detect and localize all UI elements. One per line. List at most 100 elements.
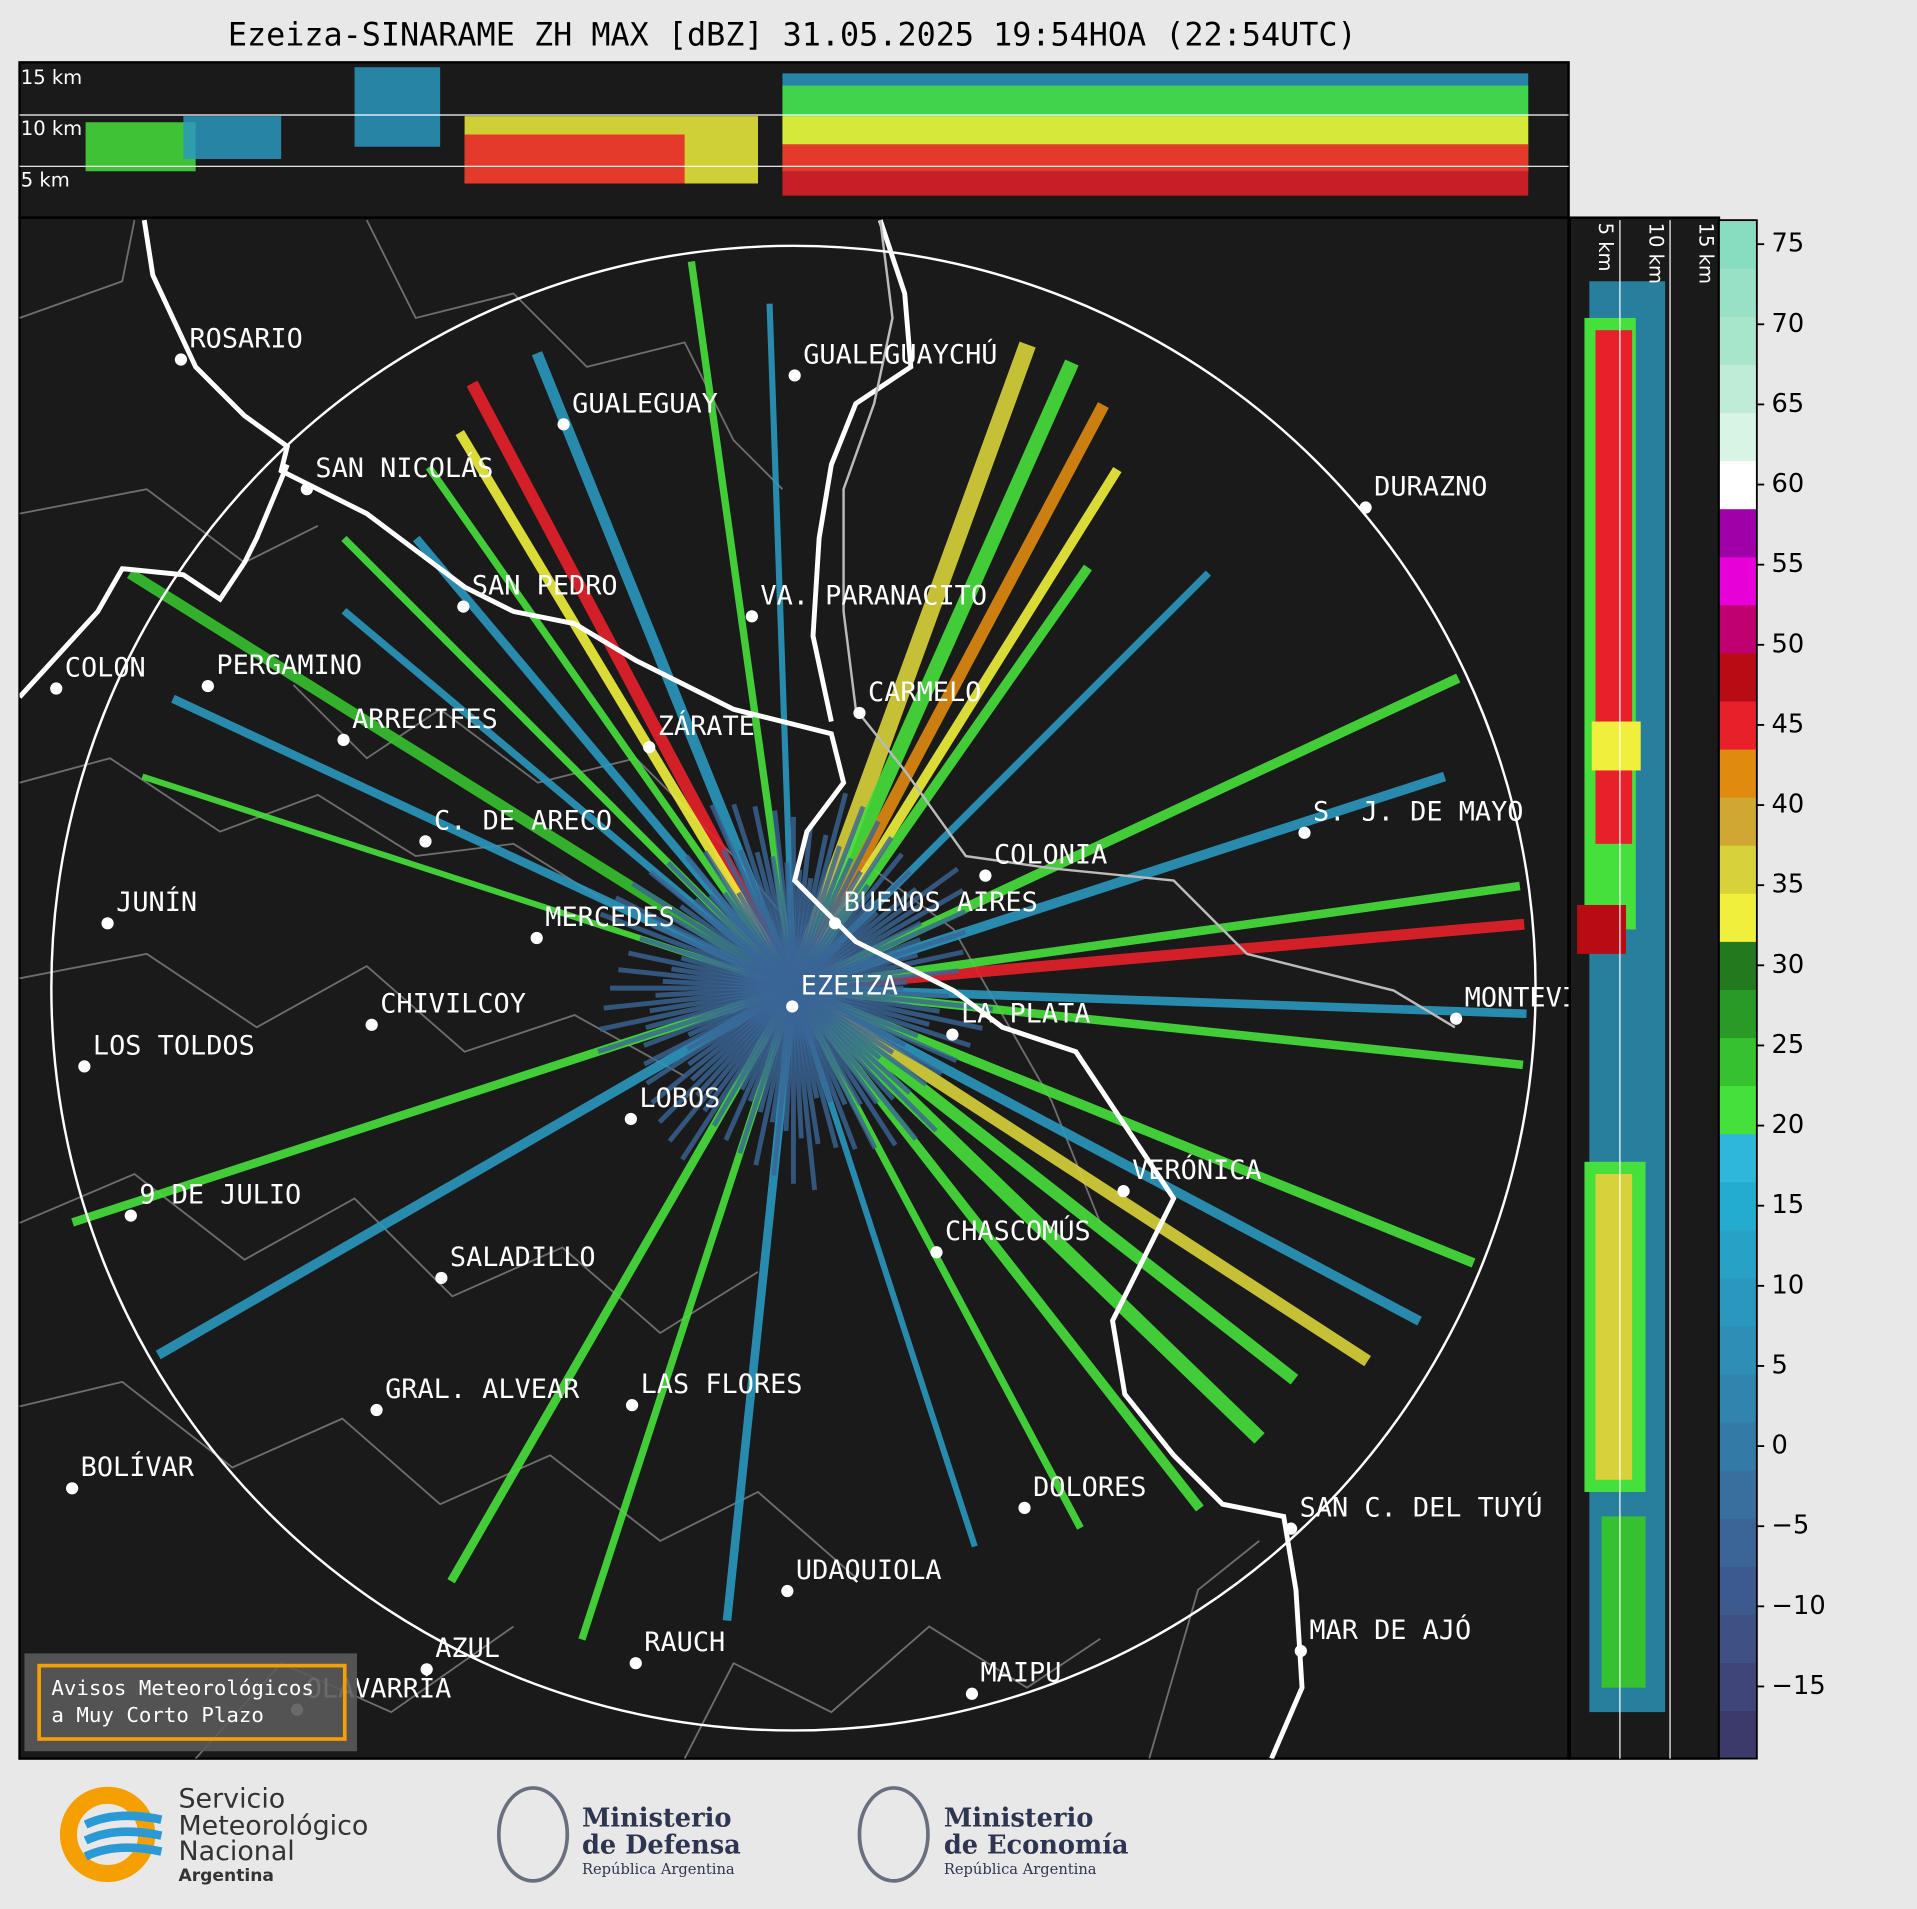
city-label: GUALEGUAY <box>572 388 718 419</box>
colorbar-band <box>1718 700 1757 750</box>
colorbar-band <box>1718 604 1757 654</box>
logo-text: Meteorológico <box>178 1811 368 1842</box>
smn-logo: Servicio Meteorológico Nacional Argentin… <box>59 1784 368 1886</box>
city-marker <box>1298 826 1311 839</box>
city-marker <box>435 1271 448 1285</box>
city-label: DURAZNO <box>1374 471 1487 502</box>
colorbar-tick-label: 65 <box>1772 389 1805 419</box>
city-label: JUNÍN <box>116 886 197 918</box>
colorbar-band <box>1718 748 1757 798</box>
notice-text: Avisos Meteorológicos <box>51 1676 314 1700</box>
city-marker <box>1359 501 1372 514</box>
city-marker <box>365 1018 378 1031</box>
city-label: MERCEDES <box>545 902 675 933</box>
colorbar-band <box>1718 1325 1757 1375</box>
notice-text: a Muy Corto Plazo <box>51 1703 264 1727</box>
city-label: GRAL. ALVEAR <box>385 1374 580 1405</box>
city-marker <box>965 1687 979 1700</box>
city-marker <box>337 733 350 746</box>
logo-waves <box>83 1811 163 1861</box>
echo <box>464 134 685 184</box>
map: ROSARIO GUALEGUAYCHÚ GUALEGUAY SAN NICOLÁS D… <box>19 219 1627 1759</box>
echo <box>1595 1174 1633 1480</box>
city-marker <box>979 869 992 882</box>
city-label: ARRECIFES <box>352 704 498 735</box>
city-label: SAN C. DEL TUYÚ <box>1300 1492 1543 1524</box>
echo-ray <box>793 979 908 991</box>
logo-emblem <box>857 1786 930 1883</box>
city-marker <box>1449 1012 1463 1025</box>
logo-emblem <box>496 1786 570 1883</box>
city-label: LOS TOLDOS <box>93 1030 255 1061</box>
city-label: DOLORES <box>1033 1472 1146 1503</box>
city-label: EZEIZA <box>801 970 898 1001</box>
city-marker <box>124 1209 137 1222</box>
colorbar-band <box>1718 1566 1757 1615</box>
colorbar-band <box>1718 989 1757 1039</box>
colorbar-tick-label: 60 <box>1772 469 1805 499</box>
height-label: 15 km <box>21 66 82 89</box>
colorbar-band <box>1718 652 1757 702</box>
echo <box>1577 904 1627 954</box>
logo-text: República Argentina <box>582 1861 735 1878</box>
height-label: 5 km <box>1594 223 1617 272</box>
colorbar-band <box>1718 1037 1757 1087</box>
notice-frame <box>37 1663 347 1741</box>
colorbar-band <box>1718 1373 1757 1423</box>
colorbar-tick-label: 40 <box>1772 790 1805 820</box>
colorbar-tick-label: 5 <box>1772 1350 1788 1380</box>
colorbar-band <box>1718 556 1757 606</box>
city-label: BOLÍVAR <box>81 1451 195 1483</box>
colorbar-tick-label: 75 <box>1772 229 1805 259</box>
city-marker <box>419 835 432 848</box>
height-label: 10 km <box>21 117 82 140</box>
city-marker <box>78 1060 91 1073</box>
city-marker <box>66 1482 79 1495</box>
colorbar-band <box>1718 893 1757 942</box>
city-label: CARMELO <box>868 677 981 708</box>
economia-logo: Ministerio de Economía República Argenti… <box>857 1786 1129 1883</box>
city-label: MONTEVIDEO <box>1465 983 1627 1014</box>
city-marker <box>50 682 63 695</box>
city-label: ROSARIO <box>189 323 302 354</box>
colorbar-frame <box>1718 219 1758 1760</box>
city-marker <box>174 353 188 366</box>
height-label: 10 km <box>1644 223 1667 284</box>
city-marker <box>1117 1185 1130 1198</box>
city-label: CHIVILCOY <box>380 989 526 1020</box>
cities: ROSARIO GUALEGUAYCHÚ GUALEGUAY SAN NICOLÁS D… <box>50 323 1627 1716</box>
colorbar-band <box>1718 1662 1757 1712</box>
colorbar-tick-label: 0 <box>1772 1431 1788 1461</box>
radar-echoes <box>71 261 1527 1641</box>
city-label: C. DE ARECO <box>434 805 612 836</box>
notice-box <box>24 1653 357 1752</box>
logo-text: de Economía <box>944 1831 1129 1861</box>
colorbar-tick-label: −15 <box>1772 1671 1826 1701</box>
city-marker <box>946 1028 959 1041</box>
logo-text: Servicio <box>178 1784 285 1815</box>
city-label: COLON <box>65 652 146 683</box>
colorbar-tick-label: 50 <box>1772 629 1805 659</box>
city-label: BUENOS AIRES <box>844 887 1038 918</box>
colorbar-band <box>1718 1614 1757 1664</box>
city-marker <box>930 1246 943 1259</box>
city-marker <box>1294 1644 1307 1658</box>
city-marker <box>624 1112 637 1126</box>
colorbar-tick-label: 10 <box>1772 1270 1805 1300</box>
colorbar-band <box>1718 1277 1757 1327</box>
height-label: 5 km <box>21 168 70 191</box>
colorbar-band <box>1718 1085 1757 1135</box>
city-label: VA. PARANACITO <box>760 580 987 611</box>
city-marker <box>781 1584 794 1598</box>
city-label: LA PLATA <box>961 999 1091 1030</box>
city-marker <box>1284 1522 1298 1535</box>
city-marker <box>786 1000 799 1013</box>
city-marker <box>625 1399 639 1412</box>
colorbar-tick-label: 70 <box>1772 309 1805 339</box>
logo-text: Nacional <box>178 1836 294 1867</box>
logo-text: Ministerio <box>944 1804 1094 1834</box>
city-marker <box>300 483 313 496</box>
city-label: SAN NICOLÁS <box>315 452 493 484</box>
